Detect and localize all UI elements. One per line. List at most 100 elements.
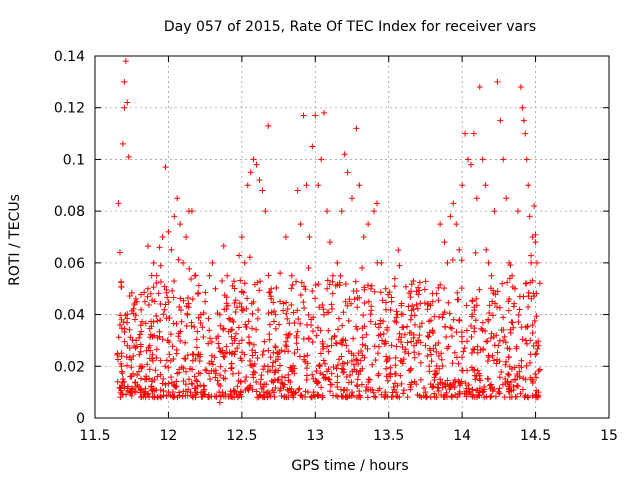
data-point-plus xyxy=(147,290,154,297)
data-point-plus xyxy=(137,291,144,298)
data-point-plus xyxy=(254,354,261,361)
data-point-plus xyxy=(350,361,357,368)
data-point-plus xyxy=(309,287,316,294)
data-point-plus xyxy=(294,187,301,194)
y-tick-label: 0.02 xyxy=(54,359,85,375)
data-point-plus xyxy=(513,393,520,400)
data-point-plus xyxy=(336,356,343,363)
data-point-plus xyxy=(431,374,438,381)
data-point-plus xyxy=(194,378,201,385)
data-point-plus xyxy=(395,247,402,254)
data-point-plus xyxy=(394,393,401,400)
data-point-plus xyxy=(359,264,366,271)
data-point-plus xyxy=(302,286,309,293)
data-point-plus xyxy=(189,296,196,303)
data-point-plus xyxy=(320,311,327,318)
data-point-plus xyxy=(318,156,325,163)
data-point-plus xyxy=(341,369,348,376)
data-point-plus xyxy=(315,182,322,189)
data-point-plus xyxy=(173,346,180,353)
data-point-plus xyxy=(355,350,362,357)
data-point-plus xyxy=(329,278,336,285)
data-point-plus xyxy=(471,346,478,353)
data-point-plus xyxy=(535,367,542,374)
data-point-plus xyxy=(488,381,495,388)
data-point-plus xyxy=(411,354,418,361)
data-point-plus xyxy=(525,293,532,300)
data-point-plus xyxy=(198,389,205,396)
data-point-plus xyxy=(359,325,366,332)
data-point-plus xyxy=(133,343,140,350)
data-point-plus xyxy=(303,182,310,189)
data-point-plus xyxy=(330,364,337,371)
data-point-plus xyxy=(163,393,170,400)
data-point-plus xyxy=(472,376,479,383)
data-point-plus xyxy=(151,393,158,400)
data-point-plus xyxy=(423,394,430,401)
data-point-plus xyxy=(216,399,223,406)
data-point-plus xyxy=(117,312,124,319)
data-point-plus xyxy=(373,200,380,207)
data-point-plus xyxy=(474,367,481,374)
data-point-plus xyxy=(503,358,510,365)
data-point-plus xyxy=(467,161,474,168)
data-point-plus xyxy=(458,338,465,345)
data-point-plus xyxy=(271,376,278,383)
data-point-plus xyxy=(226,349,233,356)
data-point-plus xyxy=(285,388,292,395)
data-point-plus xyxy=(116,321,123,328)
data-point-plus xyxy=(161,306,168,313)
data-point-plus xyxy=(216,345,223,352)
data-point-plus xyxy=(473,295,480,302)
data-point-plus xyxy=(150,259,157,266)
data-point-plus xyxy=(365,376,372,383)
data-point-plus xyxy=(317,327,324,334)
data-point-plus xyxy=(499,381,506,388)
data-point-plus xyxy=(529,392,536,399)
data-point-plus xyxy=(283,331,290,338)
data-point-plus xyxy=(297,221,304,228)
data-point-plus xyxy=(344,359,351,366)
data-point-plus xyxy=(506,385,513,392)
data-point-plus xyxy=(159,336,166,343)
data-point-plus xyxy=(496,304,503,311)
data-point-plus xyxy=(416,323,423,330)
data-point-plus xyxy=(237,277,244,284)
data-point-plus xyxy=(333,365,340,372)
data-point-plus xyxy=(374,350,381,357)
data-point-plus xyxy=(344,169,351,176)
data-point-plus xyxy=(220,326,227,333)
data-point-plus xyxy=(129,307,136,314)
data-point-plus xyxy=(438,350,445,357)
data-point-plus xyxy=(269,387,276,394)
data-point-plus xyxy=(180,259,187,266)
y-tick-label: 0 xyxy=(76,411,85,427)
data-point-plus xyxy=(383,365,390,372)
data-point-plus xyxy=(175,256,182,263)
data-point-plus xyxy=(439,314,446,321)
data-point-plus xyxy=(483,338,490,345)
data-point-plus xyxy=(119,375,126,382)
data-point-plus xyxy=(463,327,470,334)
data-point-plus xyxy=(350,287,357,294)
data-point-plus xyxy=(424,306,431,313)
data-point-plus xyxy=(325,327,332,334)
data-point-plus xyxy=(441,285,448,292)
data-point-plus xyxy=(245,318,252,325)
data-point-plus xyxy=(275,376,282,383)
data-point-plus xyxy=(326,376,333,383)
data-point-plus xyxy=(178,318,185,325)
data-point-plus xyxy=(312,295,319,302)
data-point-plus xyxy=(188,275,195,282)
data-point-plus xyxy=(437,376,444,383)
data-point-plus xyxy=(395,336,402,343)
data-point-plus xyxy=(209,361,216,368)
data-point-plus xyxy=(163,289,170,296)
data-point-plus xyxy=(331,332,338,339)
data-point-plus xyxy=(334,361,341,368)
data-point-plus xyxy=(306,234,313,240)
chart-title: Day 057 of 2015, Rate Of TEC Index for r… xyxy=(164,19,536,35)
data-point-plus xyxy=(393,343,400,350)
data-point-plus xyxy=(281,393,288,400)
data-point-plus xyxy=(338,337,345,344)
